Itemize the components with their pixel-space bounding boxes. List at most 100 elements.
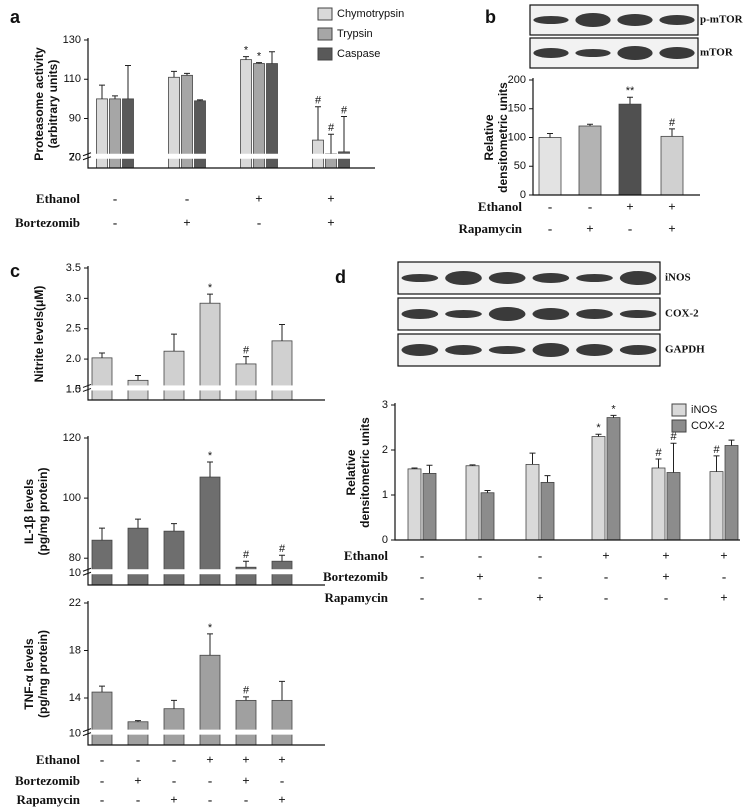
y-axis-label: (arbitrary units) [46,60,60,149]
y-tick-label: 3.5 [66,262,81,274]
annotation: # [713,444,720,456]
y-tick-label: 100 [508,131,526,143]
condition-sign: - [208,792,212,807]
y-axis-label: (pg/mg protein) [36,468,50,556]
error-bar [243,696,249,701]
blot-band [488,346,526,354]
condition-label: Rapamycin [16,792,80,807]
condition-sign: + [536,590,543,605]
axis-break [82,153,375,159]
condition-label: Ethanol [478,199,522,214]
error-bar [256,62,262,64]
condition-label: Ethanol [344,548,388,563]
annotation: * [208,622,213,634]
bar [407,468,422,541]
bar [724,445,739,541]
legend-label: iNOS [691,404,717,416]
error-bar [243,56,249,60]
error-bar [99,84,105,99]
condition-sign: + [327,215,334,230]
blot-band [532,273,570,283]
condition-sign: - [538,569,542,584]
error-bar [99,685,105,693]
y-tick-label: 3 [382,399,388,411]
blot-band [532,308,570,320]
bar [240,59,252,169]
condition-sign: - [420,548,424,563]
condition-sign: + [255,191,262,206]
panel-label: c [10,261,20,281]
condition-sign: - [100,792,104,807]
condition-sign: - [478,548,482,563]
annotation: # [279,543,286,555]
error-bar [315,106,321,141]
y-tick-label: 1.5 [66,383,81,395]
error-bar [426,464,433,474]
blot-frame [397,261,661,295]
bar [163,530,185,586]
bar [235,699,257,746]
y-tick-label: 70 [69,152,81,164]
blot-band [575,13,611,27]
bar [91,691,113,746]
y-axis-label: Nitrite levels(μM) [32,286,46,383]
y-axis-label: Relative [344,449,358,495]
error-bar [529,452,536,465]
condition-sign: - [100,752,104,767]
annotation: # [243,549,250,561]
bar [651,467,666,541]
condition-sign: + [662,548,669,563]
condition-sign: + [327,191,334,206]
y-tick-label: 50 [514,160,526,172]
annotation: # [341,104,348,116]
condition-sign: + [278,752,285,767]
annotation: * [208,282,213,294]
y-tick-label: 2 [382,444,388,456]
y-tick-label: 2.0 [66,353,81,365]
annotation: # [315,95,322,107]
axis-break [82,385,325,391]
bar [127,527,149,586]
bar [422,472,437,541]
bar [618,103,642,196]
error-bar [171,70,177,78]
error-bar [99,352,105,358]
condition-label: Ethanol [36,752,80,767]
error-bar [544,475,551,483]
blot-band [576,309,613,319]
y-axis-label: (pg/mg protein) [36,630,50,718]
y-axis-label: IL-1β levels [22,478,36,544]
legend-swatch [671,419,687,433]
axis-break-mark [82,383,92,392]
panel-label: b [485,7,496,27]
y-tick-label: 0 [382,534,388,546]
panel-label: a [10,7,21,27]
bar [271,699,293,746]
condition-sign: + [720,590,727,605]
condition-label: Bortezomib [323,569,388,584]
annotation: * [596,422,601,434]
blot-band [488,272,526,284]
y-axis-label: Proteasome activity [32,47,46,161]
annotation: ** [626,85,635,97]
condition-sign: + [602,548,609,563]
annotation: # [669,117,676,129]
bar [271,340,293,401]
condition-sign: + [206,752,213,767]
error-bar [135,518,141,529]
y-tick-label: 90 [69,112,81,124]
annotation: # [670,431,677,443]
legend-label: COX-2 [691,420,725,432]
blot-band [576,344,613,356]
blot-band [619,271,657,285]
blot-label: iNOS [665,272,691,284]
y-tick-label: 120 [63,432,81,444]
bar [91,357,113,401]
condition-sign: + [183,215,190,230]
condition-sign: - [420,590,424,605]
y-tick-label: 1.0 [66,383,81,395]
blot-band [445,271,482,285]
condition-label: Bortezomib [15,215,80,230]
bar [525,463,540,541]
annotation: # [243,685,250,697]
